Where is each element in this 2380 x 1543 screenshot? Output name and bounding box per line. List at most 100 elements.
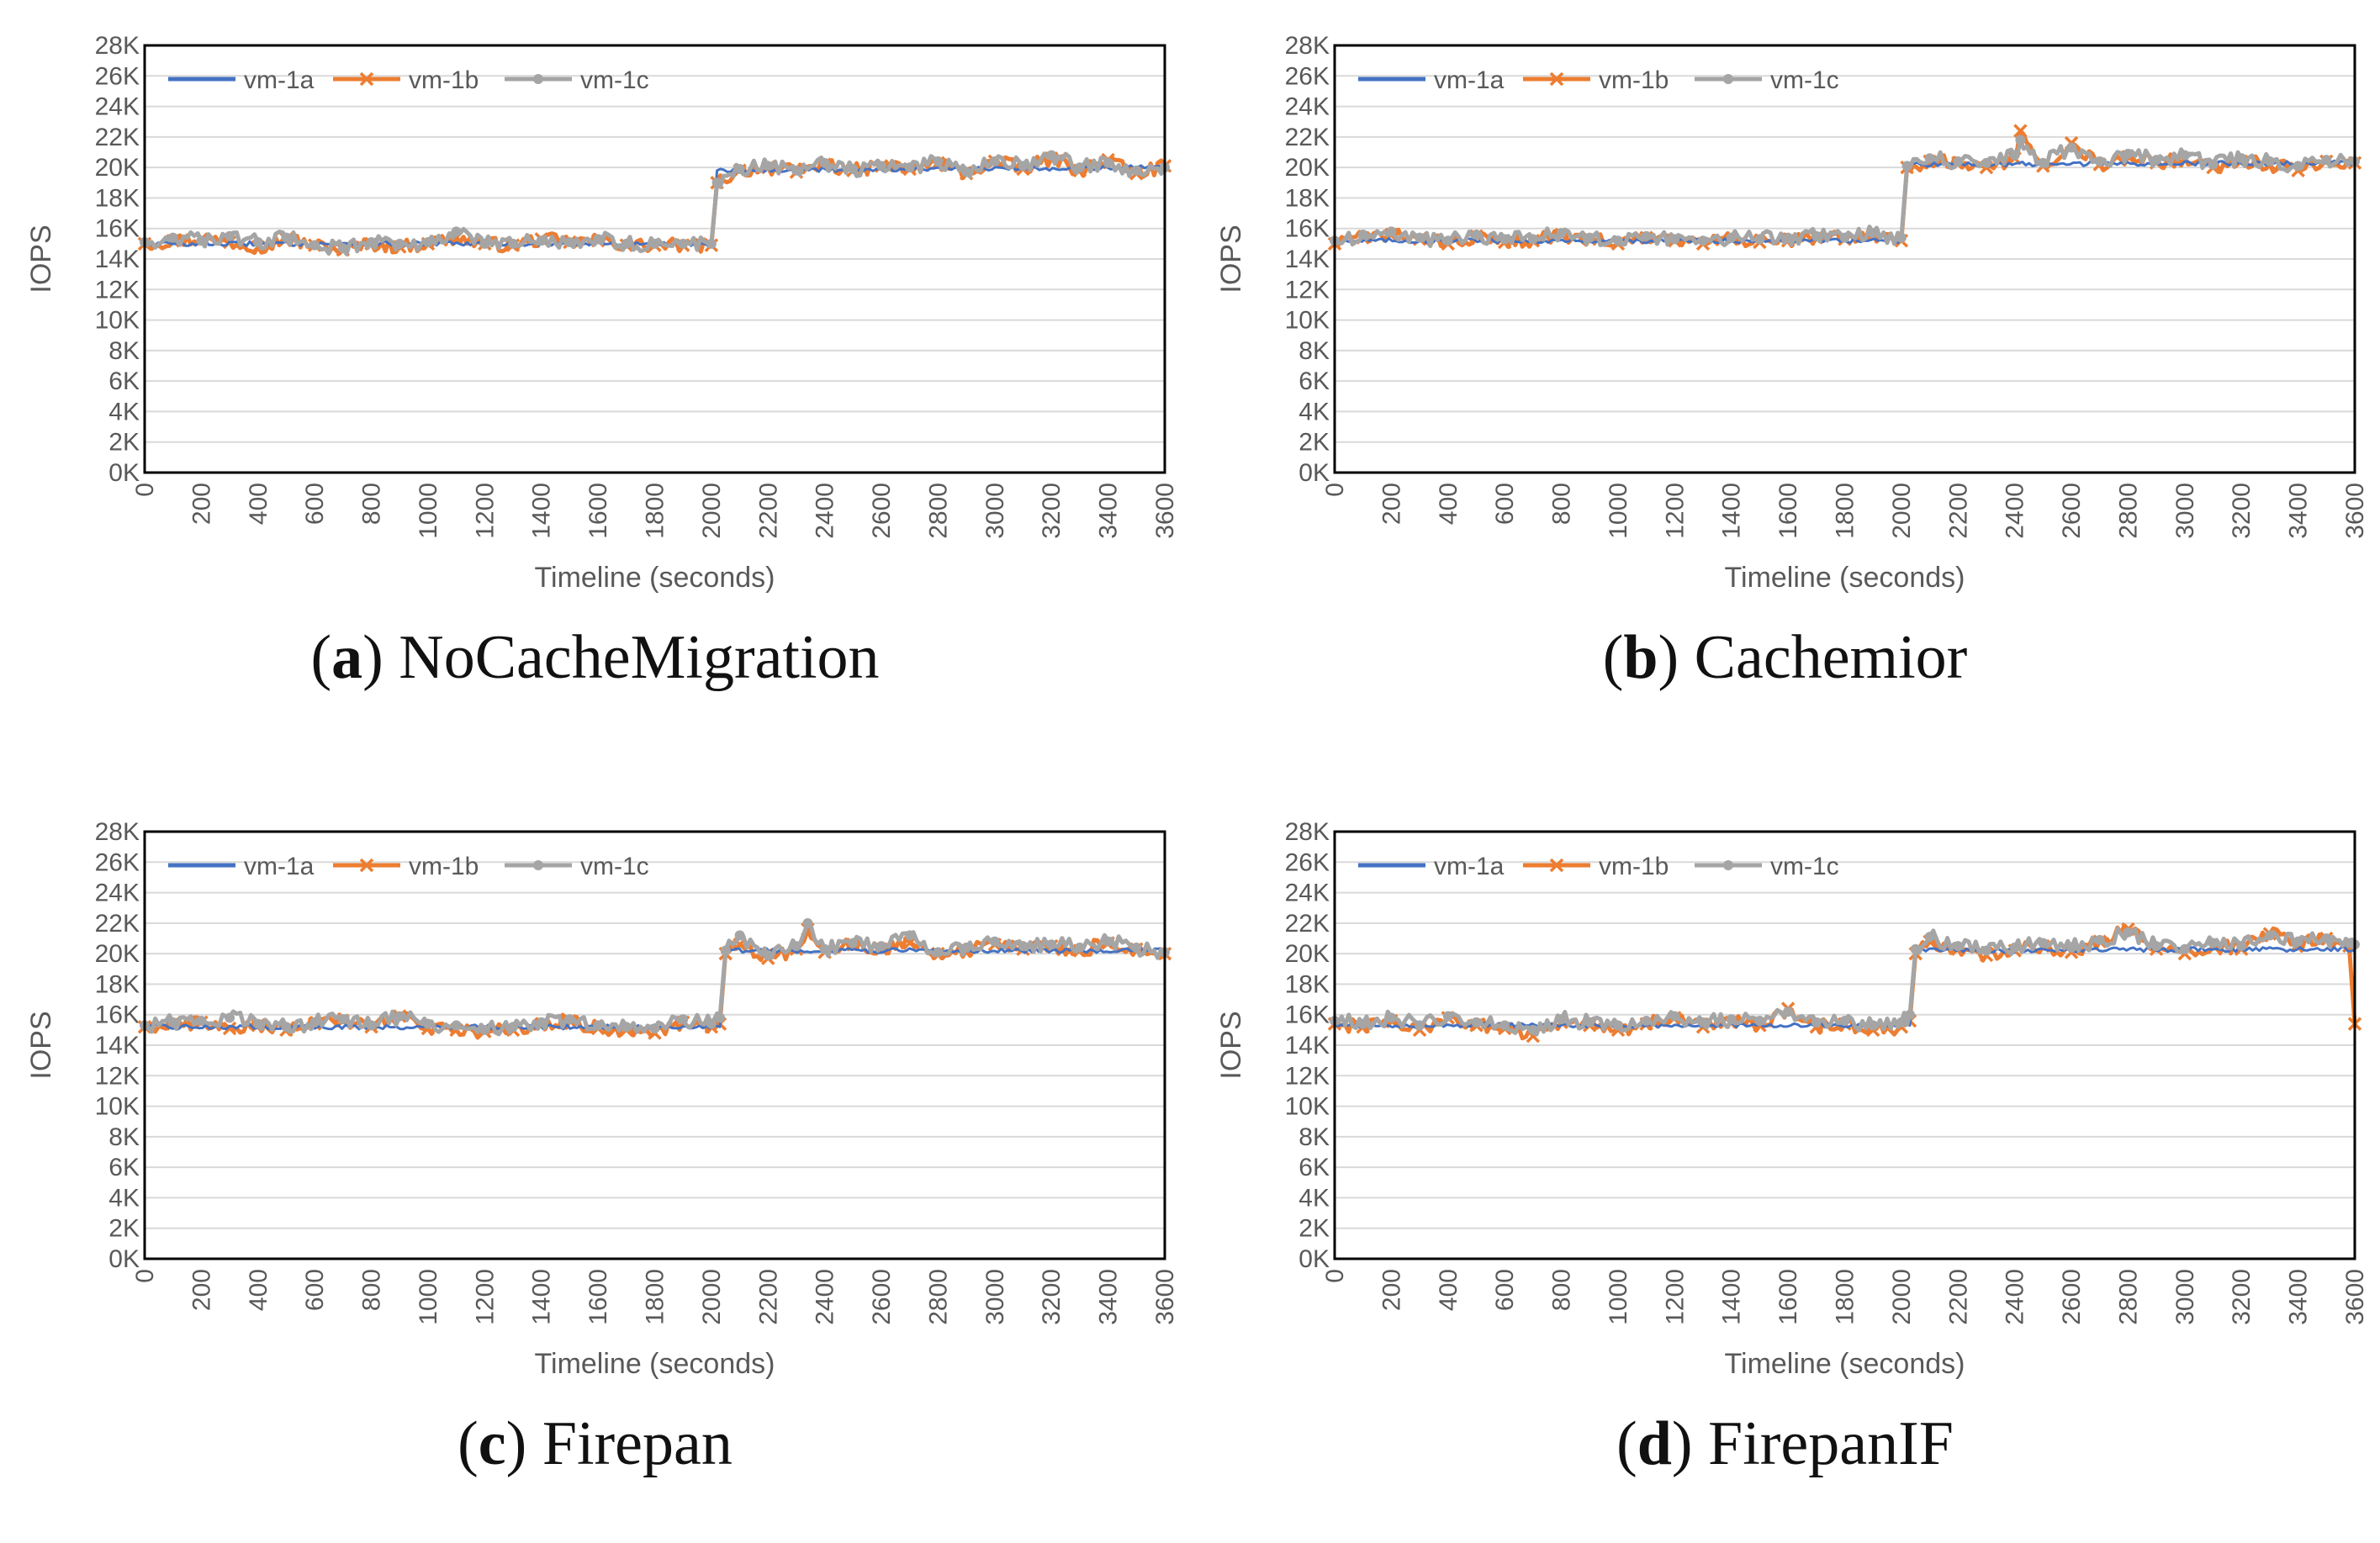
point-vm-1c — [876, 161, 887, 172]
point-vm-1c — [1131, 942, 1142, 953]
point-vm-1c — [1046, 150, 1057, 161]
legend-label: vm-1a — [1434, 853, 1505, 880]
series-line-vm-1a — [144, 164, 1166, 247]
y-tick-label: 20K — [1285, 940, 1330, 968]
point-vm-1c — [2264, 156, 2275, 166]
series-line-vm-1c — [1333, 138, 2356, 249]
point-vm-1c — [508, 238, 519, 249]
y-tick-label: 4K — [1298, 1184, 1330, 1212]
y-tick-label: 24K — [95, 93, 140, 121]
point-vm-1c — [1953, 941, 1964, 952]
y-tick-label: 4K — [108, 398, 140, 425]
y-tick-label: 0K — [1298, 459, 1330, 487]
x-tick-label: 1000 — [415, 1269, 442, 1325]
point-vm-1c — [2293, 936, 2303, 947]
point-vm-1c — [1471, 1017, 1482, 1028]
x-tick-label: 2200 — [1944, 483, 1972, 539]
y-tick-label: 0K — [108, 459, 140, 487]
legend-item-vm-1c: vm-1c — [505, 853, 649, 880]
x-axis-label: Timeline (seconds) — [1725, 1348, 1965, 1380]
x-tick-label: 200 — [188, 483, 215, 525]
point-vm-1c — [1839, 232, 1850, 243]
point-vm-1c — [1131, 165, 1142, 176]
x-tick-label: 1800 — [642, 483, 669, 539]
point-vm-1c — [1018, 941, 1029, 952]
x-tick-label: 400 — [1435, 1269, 1462, 1311]
point-vm-1c — [711, 177, 722, 188]
point-vm-1c — [2151, 155, 2162, 166]
point-vm-1c — [1386, 1012, 1397, 1023]
legend-label: vm-1b — [409, 853, 479, 880]
legend-item-vm-1c: vm-1c — [505, 66, 649, 94]
x-tick-label: 1800 — [1832, 483, 1859, 539]
panel-d: 0K 2K 4K 6K 8K 10K 12K 14K 16K 18K 20K 22K 24K 26K 28K… — [1190, 786, 2380, 1543]
x-tick-label: 2200 — [1944, 1269, 1972, 1325]
point-vm-1c — [904, 162, 915, 173]
point-vm-1c — [2066, 142, 2077, 153]
y-tick-label: 22K — [1285, 910, 1330, 938]
point-vm-1c — [508, 1022, 519, 1033]
y-tick-label: 8K — [108, 1123, 140, 1151]
y-tick-label: 4K — [108, 1184, 140, 1212]
y-tick-label: 10K — [1285, 307, 1330, 335]
point-vm-1c — [2015, 135, 2026, 145]
y-tick-label: 14K — [1285, 246, 1330, 273]
point-vm-1c — [1726, 1014, 1737, 1025]
caption-letter-b: b — [1623, 623, 1658, 692]
legend-item-vm-1b: vm-1b — [333, 853, 479, 880]
x-tick-label: 3600 — [2341, 1269, 2369, 1325]
x-tick-label: 1400 — [528, 483, 556, 539]
x-tick-label: 3400 — [1095, 483, 1123, 539]
caption-letter-a: a — [331, 623, 363, 692]
point-vm-1c — [848, 938, 859, 949]
y-tick-label: 18K — [1285, 184, 1330, 212]
point-vm-1c — [678, 1014, 689, 1025]
x-tick-label: 1400 — [1718, 1269, 1746, 1325]
y-tick-label: 12K — [1285, 1062, 1330, 1090]
caption-d: (d) FirepanIF — [1616, 1409, 1954, 1478]
point-vm-1c — [1612, 235, 1623, 246]
legend-label: vm-1c — [1770, 66, 1839, 94]
point-vm-1c — [2123, 148, 2134, 159]
legend-label: vm-1c — [580, 66, 649, 94]
caption-text-a: NoCacheMigration — [399, 623, 880, 692]
panel-a: 0K 2K 4K 6K 8K 10K 12K 14K 16K 18K 20K 22K 24K 26K 28K… — [0, 0, 1190, 757]
y-tick-label: 18K — [95, 970, 140, 998]
x-tick-label: 1600 — [1774, 1269, 1802, 1325]
x-tick-label: 600 — [1491, 483, 1519, 525]
y-tick-label: 12K — [1285, 276, 1330, 304]
point-vm-1c — [167, 1017, 178, 1028]
y-tick-label: 10K — [1285, 1093, 1330, 1121]
point-vm-1c — [1442, 235, 1453, 246]
point-vm-1c — [848, 163, 859, 174]
point-vm-1c — [1103, 157, 1113, 168]
x-tick-label: 1200 — [1661, 483, 1689, 539]
point-vm-1c — [167, 232, 178, 243]
y-tick-label: 26K — [1285, 848, 1330, 876]
y-tick-label: 22K — [95, 910, 140, 938]
x-tick-label: 400 — [245, 1269, 272, 1311]
x-tick-label: 1200 — [1661, 1269, 1689, 1325]
point-vm-1c — [1442, 1011, 1453, 1022]
x-tick-label: 2000 — [698, 483, 726, 539]
y-axis-label: IOPS — [1215, 225, 1247, 293]
point-vm-1c — [1783, 1007, 1794, 1017]
point-vm-1c — [1415, 1020, 1425, 1031]
point-vm-1c — [1499, 1020, 1510, 1031]
x-tick-label: 200 — [1378, 1269, 1405, 1311]
y-tick-label: 16K — [95, 1001, 140, 1029]
x-tick-label: 0 — [131, 483, 159, 497]
caption-b: (b) Cachemior — [1602, 623, 1968, 692]
point-vm-1c — [1641, 1015, 1652, 1026]
point-vm-1c — [1839, 1015, 1850, 1026]
x-tick-label: 1200 — [471, 483, 499, 539]
x-tick-label: 400 — [1435, 483, 1462, 525]
y-tick-label: 24K — [95, 880, 140, 907]
x-tick-label: 3200 — [1038, 1269, 1066, 1325]
point-vm-1c — [1584, 1017, 1595, 1028]
point-vm-1c — [1924, 153, 1935, 164]
point-vm-1c — [366, 1020, 377, 1031]
legend: vm-1a vm-1b vm-1c — [168, 66, 649, 94]
caption-c: (c) Firepan — [457, 1409, 733, 1478]
